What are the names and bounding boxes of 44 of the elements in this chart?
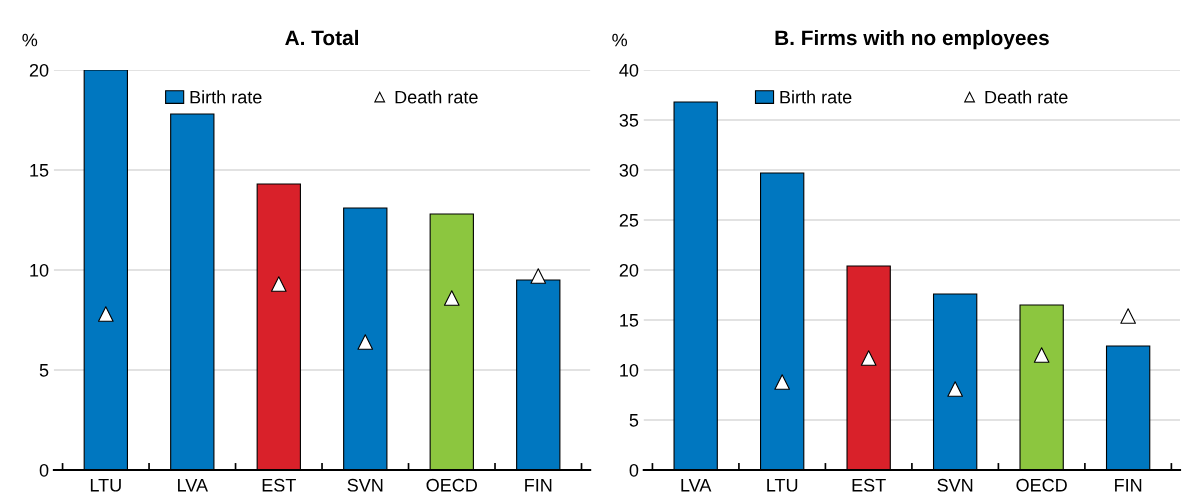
point xyxy=(270,276,287,292)
y-axis-title: % xyxy=(612,33,628,47)
point xyxy=(443,290,460,306)
y-tick-label: 5 xyxy=(39,364,49,377)
chart-title: B. Firms with no employees xyxy=(775,29,1049,50)
x-tick-label: FIN xyxy=(525,479,552,492)
legend-label: Death rate xyxy=(395,90,478,104)
x-tick-label: FIN xyxy=(1115,479,1142,492)
point xyxy=(774,374,791,390)
x-tick-label: OECD xyxy=(426,478,477,492)
point xyxy=(1033,347,1050,363)
y-tick-label: 10 xyxy=(30,263,49,277)
y-tick-label: 0 xyxy=(629,463,639,477)
y-tick-label: 30 xyxy=(619,163,639,177)
point xyxy=(1120,308,1136,324)
chart-title: A. Total xyxy=(285,29,358,46)
y-tick-label: 20 xyxy=(29,63,49,77)
point xyxy=(357,334,374,350)
legend-label: Birth rate xyxy=(190,90,262,104)
legend-label: Death rate xyxy=(985,90,1068,104)
legend-label: Birth rate xyxy=(780,90,852,104)
y-tick-label: 25 xyxy=(619,213,639,227)
x-tick-label: EST xyxy=(852,478,886,492)
y-tick-label: 15 xyxy=(620,314,639,327)
y-axis-title: % xyxy=(22,33,38,47)
y-tick-label: 0 xyxy=(39,463,49,477)
x-tick-label: LVA xyxy=(178,479,208,492)
x-tick-label: LTU xyxy=(90,479,121,492)
point xyxy=(97,306,114,322)
y-tick-label: 15 xyxy=(30,164,49,177)
x-tick-label: OECD xyxy=(1016,478,1067,492)
y-tick-label: 35 xyxy=(619,113,639,127)
y-tick-label: 5 xyxy=(629,414,639,427)
point xyxy=(860,350,877,366)
x-tick-label: LTU xyxy=(767,479,798,492)
y-tick-label: 10 xyxy=(620,363,639,377)
x-tick-label: SVN xyxy=(937,478,973,492)
y-tick-label: 40 xyxy=(619,63,639,77)
x-tick-label: LVA xyxy=(681,479,712,492)
point xyxy=(530,268,547,284)
point xyxy=(947,381,963,397)
x-tick-label: SVN xyxy=(347,478,383,492)
y-tick-label: 20 xyxy=(619,263,639,277)
x-tick-label: EST xyxy=(262,478,296,492)
